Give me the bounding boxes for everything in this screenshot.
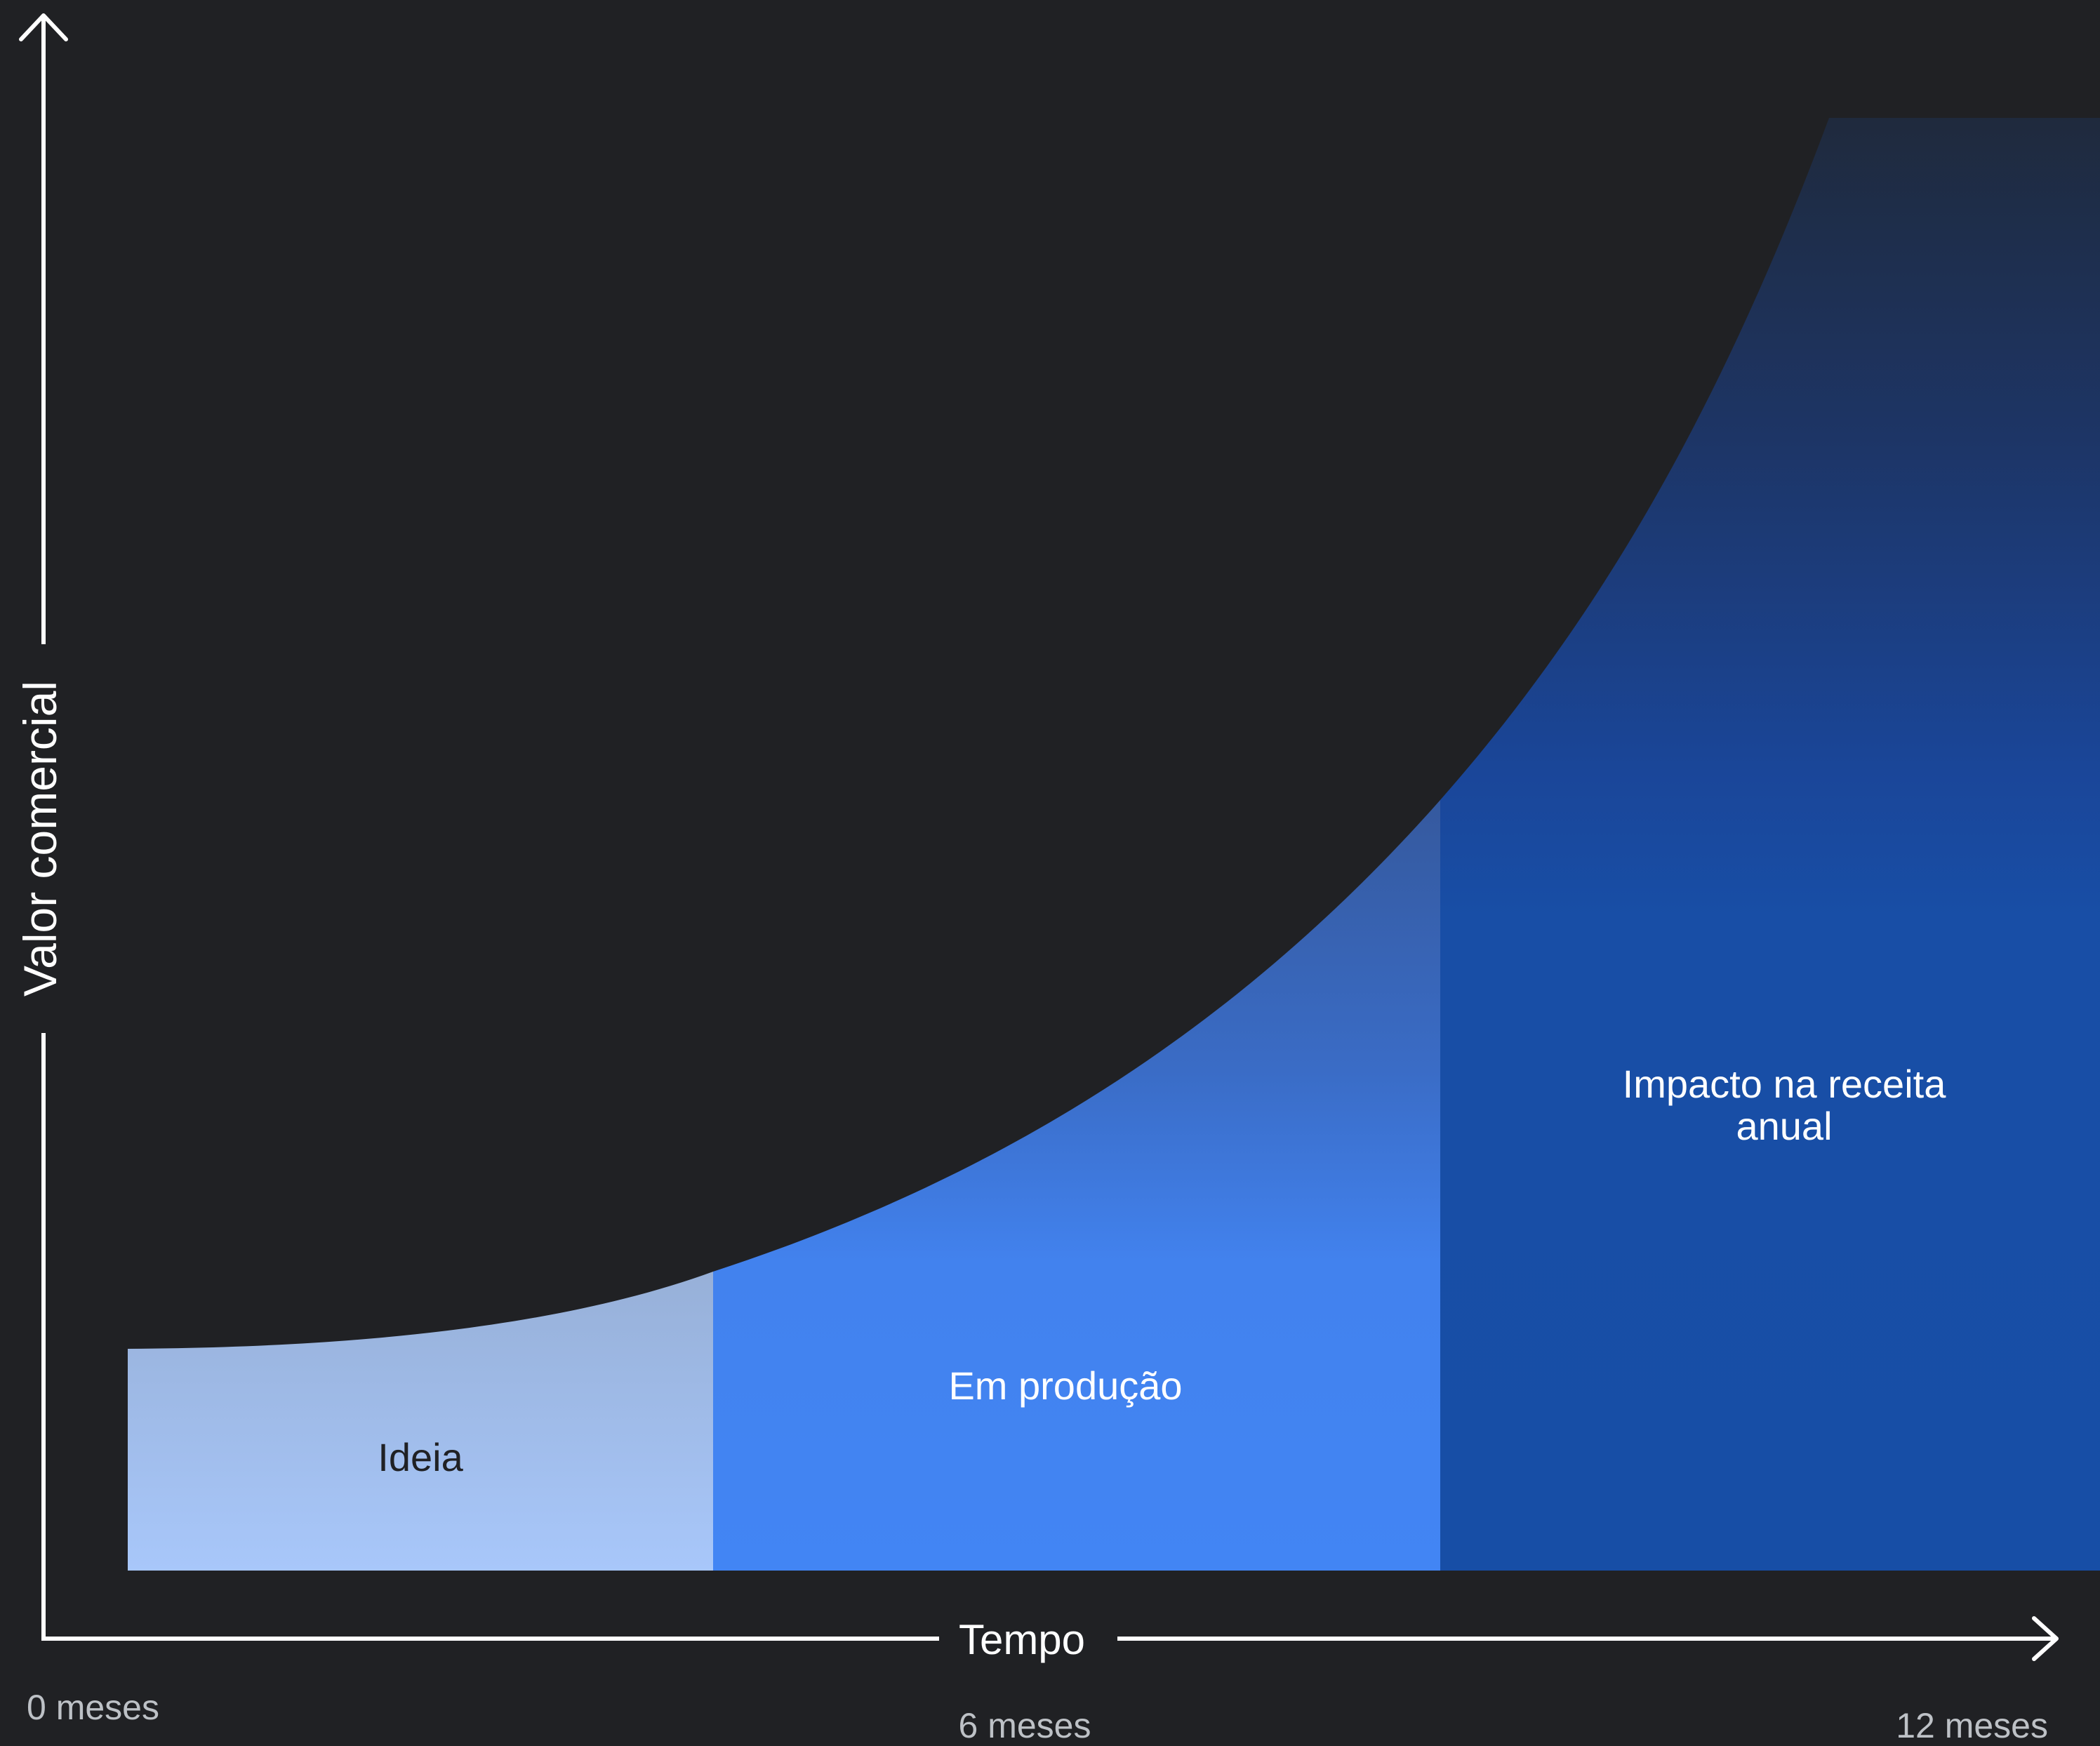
time-tick-12-meses: 12 meses <box>1896 1706 2048 1745</box>
stage-label-impacto-line1: Impacto na receita <box>1623 1062 1947 1106</box>
stage-region-ideia <box>128 1272 713 1571</box>
stage-region-impacto-na-receita-anual <box>1440 118 2100 1571</box>
stage-label-ideia: Ideia <box>378 1435 463 1479</box>
y-axis-arrow-icon <box>19 13 68 41</box>
stage-region-em-producao <box>713 800 1440 1571</box>
time-tick-0-meses: 0 meses <box>27 1688 159 1727</box>
y-axis-label: Valor comercial <box>14 681 66 997</box>
x-axis-label: Tempo <box>959 1616 1085 1663</box>
stage-label-em-producao: Em produção <box>948 1364 1182 1408</box>
x-axis <box>41 1616 2059 1661</box>
time-tick-6-meses: 6 meses <box>959 1706 1091 1745</box>
y-axis <box>19 13 68 1641</box>
x-axis-arrow-icon <box>2032 1616 2059 1661</box>
stage-label-impacto-line2: anual <box>1736 1104 1832 1148</box>
